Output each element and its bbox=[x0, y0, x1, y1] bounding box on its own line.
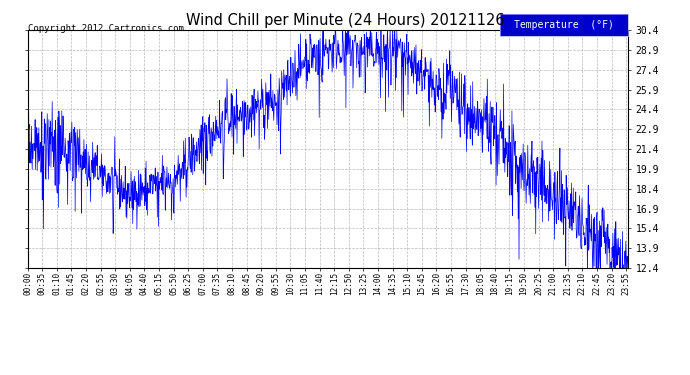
Text: Temperature  (°F): Temperature (°F) bbox=[514, 20, 614, 30]
Text: Copyright 2012 Cartronics.com: Copyright 2012 Cartronics.com bbox=[28, 24, 184, 33]
Text: Wind Chill per Minute (24 Hours) 20121126: Wind Chill per Minute (24 Hours) 2012112… bbox=[186, 13, 504, 28]
